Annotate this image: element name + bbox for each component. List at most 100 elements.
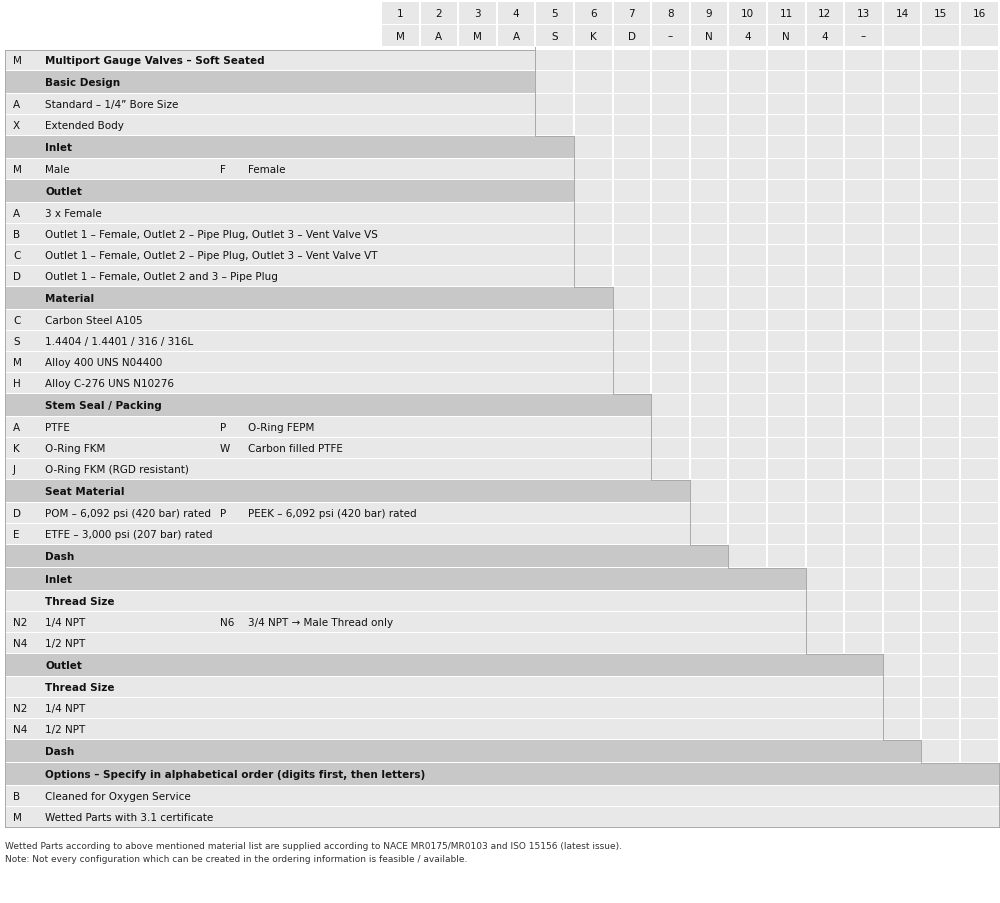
Bar	[884, 719, 920, 740]
Bar	[884, 633, 920, 653]
Text: Outlet: Outlet	[45, 660, 82, 670]
Bar	[729, 116, 766, 135]
Text: Alloy C-276 UNS N10276: Alloy C-276 UNS N10276	[45, 378, 174, 388]
Text: N2: N2	[13, 703, 27, 713]
Bar	[729, 3, 766, 25]
Text: Wetted Parts according to above mentioned material list are supplied according t: Wetted Parts according to above mentione…	[5, 841, 622, 850]
Bar	[845, 460, 882, 479]
Bar	[691, 460, 727, 479]
Bar	[845, 374, 882, 394]
Bar	[961, 677, 998, 697]
Bar	[691, 3, 727, 25]
Text: 3: 3	[474, 9, 481, 19]
Text: N6: N6	[220, 618, 234, 628]
Bar	[691, 95, 727, 115]
Bar	[961, 633, 998, 653]
Text: 16: 16	[973, 9, 986, 19]
Bar	[691, 160, 727, 180]
Text: Note: Not every configuration which can be created in the ordering information i: Note: Not every configuration which can …	[5, 854, 467, 863]
Bar	[884, 677, 920, 697]
Bar	[961, 204, 998, 224]
Bar	[845, 480, 882, 502]
Bar	[729, 525, 766, 545]
Bar	[807, 51, 843, 71]
Bar	[652, 204, 689, 224]
Bar	[884, 95, 920, 115]
Bar	[768, 160, 805, 180]
Bar	[691, 352, 727, 373]
Text: Carbon Steel A105: Carbon Steel A105	[45, 316, 143, 326]
Bar	[575, 3, 612, 25]
Bar	[5, 266, 574, 286]
Bar	[691, 72, 727, 94]
Bar	[922, 439, 959, 459]
Text: 3 x Female: 3 x Female	[45, 209, 102, 219]
Bar	[922, 417, 959, 438]
Text: 2: 2	[436, 9, 442, 19]
Bar	[884, 417, 920, 438]
Bar	[845, 417, 882, 438]
Bar	[922, 116, 959, 135]
Bar	[768, 266, 805, 286]
Bar	[691, 417, 727, 438]
Bar	[845, 504, 882, 524]
Bar	[5, 331, 613, 351]
Bar	[845, 225, 882, 245]
Bar	[922, 95, 959, 115]
Bar	[807, 525, 843, 545]
Text: A: A	[435, 32, 442, 42]
Bar	[614, 51, 650, 71]
Text: J: J	[13, 464, 16, 474]
Text: Material: Material	[45, 293, 94, 303]
Text: 1/4 NPT: 1/4 NPT	[45, 618, 85, 628]
Bar	[729, 246, 766, 265]
Bar	[536, 72, 573, 94]
Bar	[884, 266, 920, 286]
Bar	[5, 288, 613, 310]
Bar	[729, 26, 766, 47]
Bar	[729, 225, 766, 245]
Text: K: K	[590, 32, 597, 42]
Bar	[536, 3, 573, 25]
Bar	[729, 439, 766, 459]
Bar	[961, 331, 998, 351]
Text: Outlet 1 – Female, Outlet 2 – Pipe Plug, Outlet 3 – Vent Valve VT: Outlet 1 – Female, Outlet 2 – Pipe Plug,…	[45, 251, 378, 261]
Bar	[652, 181, 689, 203]
Bar	[768, 246, 805, 265]
Bar	[691, 525, 727, 545]
Text: Multiport Gauge Valves – Soft Seated: Multiport Gauge Valves – Soft Seated	[45, 56, 265, 66]
Bar	[729, 137, 766, 159]
Text: PEEK – 6,092 psi (420 bar) rated: PEEK – 6,092 psi (420 bar) rated	[248, 508, 417, 518]
Bar	[922, 655, 959, 676]
Bar	[768, 225, 805, 245]
Bar	[768, 417, 805, 438]
Bar	[807, 311, 843, 330]
Bar	[652, 374, 689, 394]
Bar	[729, 352, 766, 373]
Bar	[807, 116, 843, 135]
Bar	[575, 137, 612, 159]
Bar	[845, 288, 882, 310]
Bar	[5, 374, 613, 394]
Bar	[5, 160, 574, 180]
Text: N2: N2	[13, 618, 27, 628]
Bar	[845, 204, 882, 224]
Text: 4: 4	[822, 32, 828, 42]
Bar	[807, 26, 843, 47]
Text: Standard – 1/4” Bore Size: Standard – 1/4” Bore Size	[45, 100, 178, 110]
Bar	[845, 591, 882, 611]
Text: A: A	[13, 423, 20, 433]
Text: D: D	[13, 508, 21, 518]
Bar	[575, 181, 612, 203]
Bar	[575, 51, 612, 71]
Bar	[691, 439, 727, 459]
Bar	[5, 525, 690, 545]
Bar	[768, 525, 805, 545]
Bar	[845, 352, 882, 373]
Bar	[884, 439, 920, 459]
Bar	[845, 95, 882, 115]
Bar	[922, 677, 959, 697]
Bar	[575, 72, 612, 94]
Bar	[729, 504, 766, 524]
Bar	[884, 225, 920, 245]
